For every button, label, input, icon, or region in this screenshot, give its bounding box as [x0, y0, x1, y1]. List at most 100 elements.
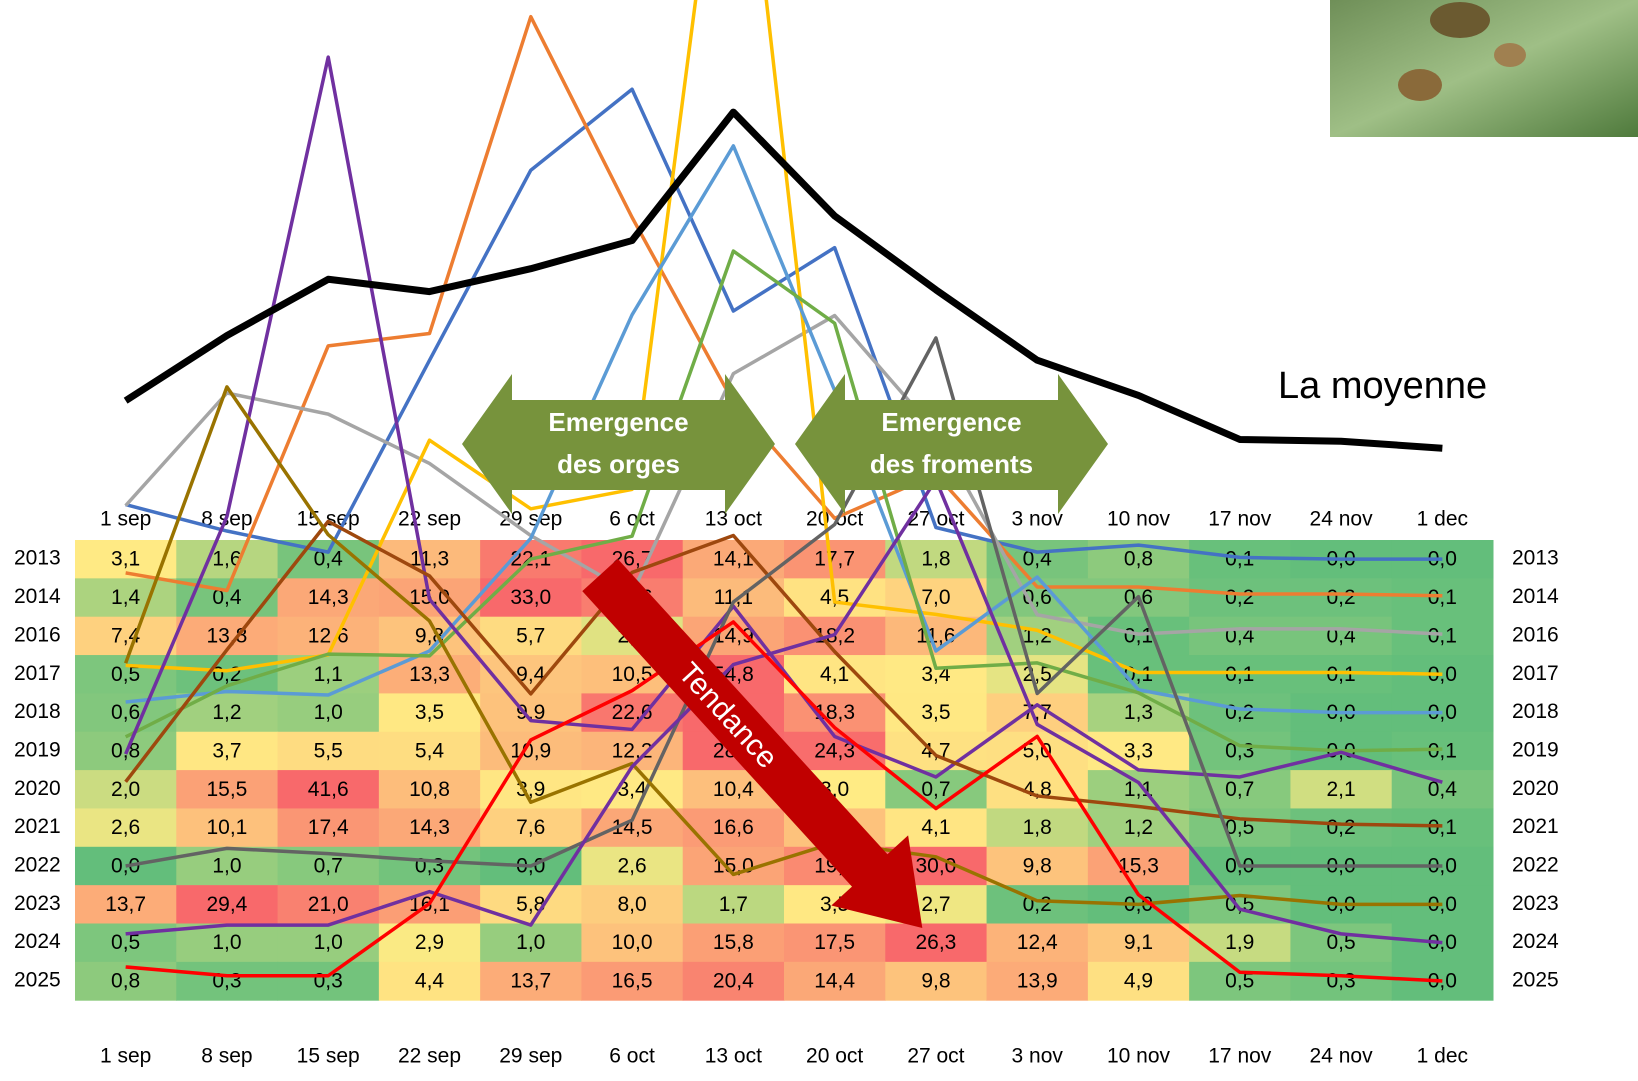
cell-label: 2,6: [111, 816, 140, 839]
heat-cell: [277, 693, 380, 733]
cell-label: 0,1: [1225, 548, 1254, 571]
x-tick-label: 1 dec: [1417, 1045, 1468, 1068]
cell-label: 0,0: [1428, 970, 1457, 993]
cell-label: 5,7: [516, 624, 545, 647]
cell-label: 10,1: [206, 816, 247, 839]
cell-label: 0,1: [1428, 586, 1457, 609]
heat-cell: [277, 616, 380, 656]
heat-cell: [378, 731, 481, 771]
cell-label: 1,0: [314, 701, 343, 724]
cell-label: 0,7: [1225, 778, 1254, 801]
heat-cell: [176, 923, 279, 963]
heat-cell: [986, 961, 1089, 1001]
heat-cell: [1189, 731, 1291, 771]
cell-label: 29,4: [206, 893, 247, 916]
row-label: 2021: [1512, 815, 1559, 838]
cell-label: 1,8: [1023, 816, 1052, 839]
cell-label: 0,3: [314, 970, 343, 993]
row-label: 2018: [14, 700, 61, 723]
cell-label: 17,7: [814, 548, 855, 571]
heat-cell: [1189, 693, 1291, 733]
heat-cell: [378, 655, 481, 694]
row-label: 2016: [14, 623, 61, 646]
heat-cell: [784, 923, 886, 963]
cell-label: 0,5: [1326, 931, 1355, 954]
cell-label: 9,4: [516, 663, 546, 686]
heat-cell: [176, 540, 279, 579]
heat-cell: [277, 923, 380, 963]
cell-label: 13,7: [105, 893, 146, 916]
cell-label: 7,0: [921, 586, 950, 609]
heat-cell: [176, 693, 279, 733]
heat-cell: [277, 961, 380, 1001]
cell-label: 0,8: [111, 970, 140, 993]
cell-label: 3,7: [212, 739, 241, 762]
row-label: 2023: [1512, 892, 1559, 915]
x-tick-label: 27 oct: [907, 1045, 964, 1068]
row-label: 2013: [1512, 547, 1559, 570]
heat-cell: [1391, 808, 1494, 848]
cell-label: 1,9: [1225, 931, 1254, 954]
cell-label: 9,8: [1023, 855, 1052, 878]
heat-cell: [986, 616, 1089, 656]
heat-cell: [1087, 961, 1190, 1001]
heat-cell: [176, 731, 279, 771]
cell-label: 0,7: [314, 855, 343, 878]
heat-cell: [1189, 578, 1291, 618]
cell-label: 4,1: [820, 663, 849, 686]
cell-label: 0,8: [1124, 548, 1153, 571]
cell-label: 15,8: [713, 931, 754, 954]
cell-label: 15,5: [206, 778, 247, 801]
heat-cell: [581, 885, 684, 924]
heat-cell: [986, 808, 1089, 848]
cell-label: 4,4: [415, 970, 445, 993]
cell-label: 3,5: [921, 701, 950, 724]
cell-label: 4,9: [1124, 970, 1153, 993]
cell-label: 0,5: [1225, 970, 1254, 993]
cell-label: 3,1: [111, 548, 140, 571]
heat-cell: [480, 655, 582, 694]
heat-cell: [1391, 616, 1494, 656]
heat-cell: [885, 923, 988, 963]
cell-label: 21,0: [308, 893, 349, 916]
x-tick-label: 22 sep: [398, 508, 461, 531]
emergence-arrow: [462, 374, 775, 514]
heat-cell: [1290, 961, 1393, 1001]
cell-label: 4,1: [921, 816, 950, 839]
heat-cell: [581, 923, 684, 963]
cell-label: 0,0: [111, 855, 140, 878]
cell-label: 0,2: [1225, 701, 1254, 724]
cell-label: 1,2: [1124, 816, 1153, 839]
cell-label: 1,6: [212, 548, 241, 571]
cell-label: 13,7: [510, 970, 551, 993]
cell-label: 15,3: [1118, 855, 1159, 878]
heat-cell: [378, 923, 481, 963]
cell-label: 5,4: [415, 739, 445, 762]
cell-label: 0,5: [111, 931, 140, 954]
cell-label: 16,6: [713, 816, 754, 839]
cell-label: 12,4: [1017, 931, 1058, 954]
heat-cell: [682, 846, 785, 886]
cell-label: 8,0: [617, 893, 646, 916]
cell-label: 0,5: [111, 663, 140, 686]
heat-cell: [784, 540, 886, 579]
heat-cell: [986, 923, 1089, 963]
x-tick-label: 29 sep: [499, 1045, 562, 1068]
heat-cell: [986, 846, 1089, 886]
row-label: 2025: [14, 969, 61, 992]
x-tick-label: 20 oct: [806, 1045, 863, 1068]
cell-label: 14,5: [612, 816, 653, 839]
row-label: 2016: [1512, 623, 1559, 646]
cell-label: 0,4: [1428, 778, 1458, 801]
x-tick-label: 10 nov: [1107, 508, 1171, 531]
year-line: [123, 385, 1443, 907]
cell-label: 0,1: [1326, 663, 1355, 686]
heat-cell: [1391, 770, 1494, 809]
cell-label: 2,1: [1326, 778, 1355, 801]
heat-cell: [277, 808, 380, 848]
heat-cell: [75, 578, 177, 618]
cell-label: 1,1: [314, 663, 343, 686]
cell-label: 0,2: [1225, 586, 1254, 609]
heat-cell: [682, 885, 785, 924]
heat-cell: [1391, 578, 1494, 618]
